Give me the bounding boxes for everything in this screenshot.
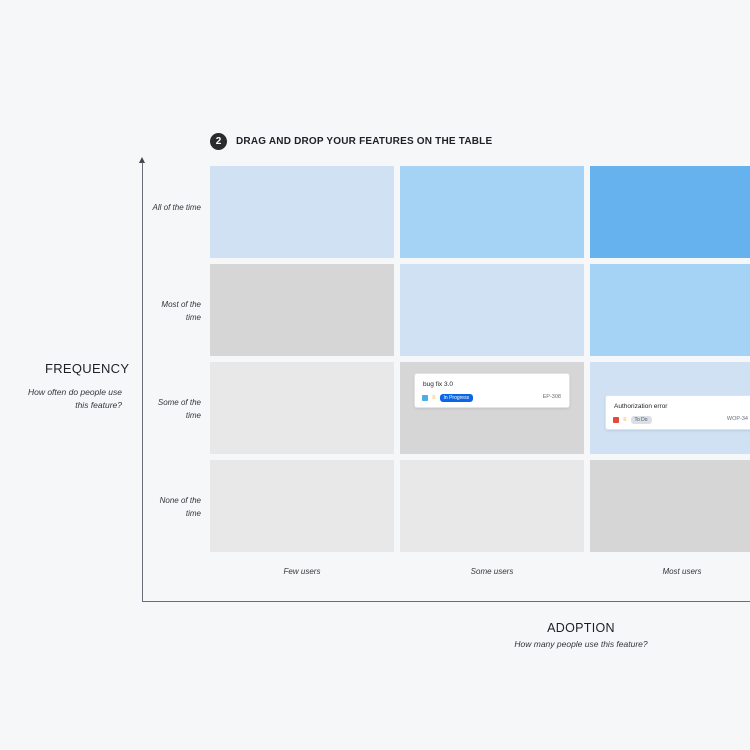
adoption-axis-subtitle: How many people use this feature? xyxy=(514,639,648,649)
card-meta: ≡ To Do xyxy=(613,416,652,424)
matrix-cell-all-some[interactable] xyxy=(400,166,584,258)
frequency-axis-title: FREQUENCY xyxy=(45,361,130,376)
matrix-cell-none-few[interactable] xyxy=(210,460,394,552)
bug-icon xyxy=(613,417,619,423)
issue-key: WOP-34 xyxy=(726,416,748,422)
step-title: DRAG AND DROP YOUR FEATURES ON THE TABLE xyxy=(236,136,493,147)
checkbox-icon xyxy=(422,395,428,401)
priority-medium-icon: ≡ xyxy=(623,417,627,423)
status-badge: In Progress xyxy=(439,394,474,402)
column-label-most: Most users xyxy=(662,567,702,576)
step-header: 2 DRAG AND DROP YOUR FEATURES ON THE TAB… xyxy=(210,133,492,150)
feature-card[interactable]: Authorization error ≡ To Do WOP-34 xyxy=(606,396,750,429)
x-axis-line xyxy=(142,601,750,602)
matrix-cell-some-few[interactable] xyxy=(210,362,394,454)
matrix-cell-most-some[interactable] xyxy=(400,264,584,356)
row-label-all: All of the time xyxy=(152,203,201,212)
matrix-cell-most-few[interactable] xyxy=(210,264,394,356)
matrix-cell-none-some[interactable] xyxy=(400,460,584,552)
issue-key: EP-308 xyxy=(542,394,561,400)
row-label-most: Most of the time xyxy=(161,300,201,322)
frequency-axis-subtitle: How often do people use this feature? xyxy=(27,387,122,410)
status-badge: To Do xyxy=(630,416,652,424)
row-label-none: None of the time xyxy=(159,496,201,518)
matrix-cell-all-few[interactable] xyxy=(210,166,394,258)
priority-medium-icon: ≡ xyxy=(432,395,436,401)
column-label-some: Some users xyxy=(470,567,514,576)
card-title: Authorization error xyxy=(614,403,668,410)
adoption-axis-title: ADOPTION xyxy=(547,621,615,635)
matrix-cell-none-most[interactable] xyxy=(590,460,750,552)
card-title: bug fix 3.0 xyxy=(423,381,453,388)
row-label-some: Some of the time xyxy=(157,398,201,420)
step-number-badge: 2 xyxy=(210,133,227,150)
y-axis-arrow-icon xyxy=(139,157,145,163)
card-meta: ≡ In Progress xyxy=(422,394,474,402)
y-axis-line xyxy=(142,162,143,602)
feature-card[interactable]: bug fix 3.0 ≡ In Progress EP-308 xyxy=(415,374,569,407)
matrix-cell-all-most[interactable] xyxy=(590,166,750,258)
column-label-few: Few users xyxy=(283,567,321,576)
matrix-cell-most-most[interactable] xyxy=(590,264,750,356)
